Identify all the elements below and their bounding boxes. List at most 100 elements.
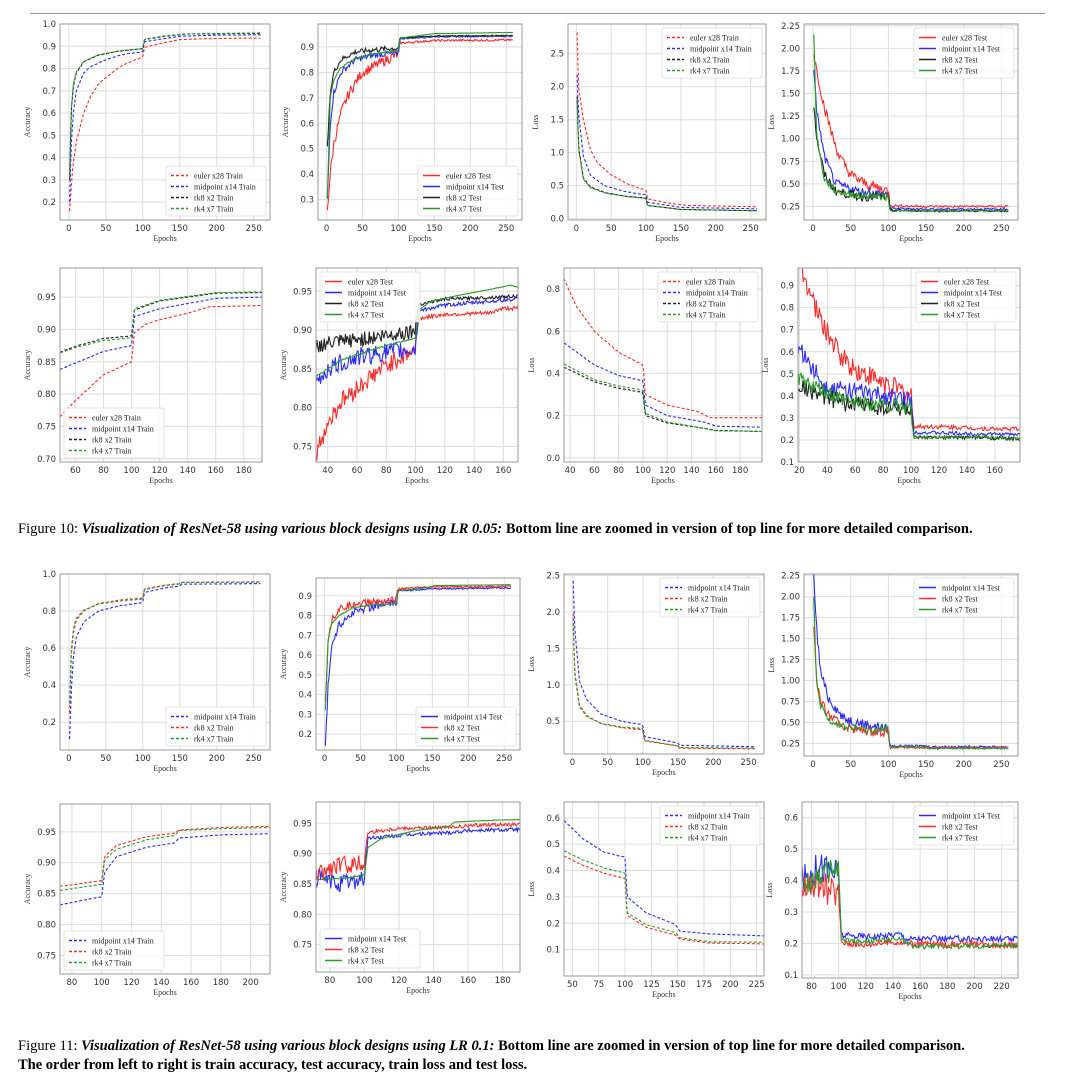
y-axis-label: Accuracy bbox=[279, 350, 288, 381]
legend: euler x28 Test midpoint x14 Test rk8 x2 Te… bbox=[319, 271, 421, 323]
y-tick-label: 0.9 bbox=[298, 592, 312, 602]
y-tick-label: 0.5 bbox=[784, 845, 798, 855]
series-line-midpoint-x14-train bbox=[69, 583, 261, 740]
series-line-euler-x28-train bbox=[69, 37, 261, 212]
x-tick-label: 120 bbox=[391, 976, 407, 986]
legend: euler x28 Train midpoint x14 Train rk8 x2 … bbox=[661, 27, 763, 79]
legend: midpoint x14 Train rk8 x2 Train rk4 x7 Tra… bbox=[63, 930, 165, 971]
legend-entry: rk4 x7 Test bbox=[942, 606, 979, 615]
legend-entry: rk8 x2 Train bbox=[92, 436, 132, 445]
y-tick-label: 0.85 bbox=[37, 358, 56, 368]
x-tick-label: 100 bbox=[123, 466, 139, 476]
plot-frame bbox=[317, 23, 523, 221]
x-axis-label: Epochs bbox=[153, 764, 177, 773]
chart-f11-test-loss: 0 50 100 150 200 250 0.25 0.50 0.75 1.00 1.25 1.50 1… bbox=[764, 568, 1026, 786]
legend-entry: midpoint x14 Test bbox=[446, 183, 505, 192]
legend-entry: rk8 x2 Test bbox=[942, 823, 979, 832]
series-line-rk4-x7-test bbox=[316, 819, 520, 881]
chart-f10-train-acc: 0 50 100 150 200 250 0.2 0.3 0.4 0.5 0.6 0.7 0.8 0.9 1… bbox=[20, 18, 278, 250]
x-tick-label: 250 bbox=[743, 224, 759, 234]
y-tick-label: 0.6 bbox=[300, 119, 314, 129]
y-tick-label: 0.7 bbox=[300, 94, 314, 104]
legend-entry: rk4 x7 Train bbox=[92, 447, 132, 456]
x-tick-label: 150 bbox=[918, 224, 934, 234]
series-line-rk8-x2-train bbox=[564, 366, 762, 433]
legend-entry: rk8 x2 Test bbox=[942, 595, 979, 604]
y-axis-label: Accuracy bbox=[279, 649, 288, 680]
x-tick-label: 250 bbox=[740, 758, 756, 768]
x-tick-label: 120 bbox=[151, 466, 167, 476]
x-tick-label: 150 bbox=[670, 758, 686, 768]
x-tick-label: 20 bbox=[794, 466, 805, 476]
legend-entry: midpoint x14 Train bbox=[92, 425, 154, 434]
x-tick-label: 150 bbox=[172, 224, 188, 234]
plot-frame bbox=[567, 23, 767, 221]
series-line-euler-x28-train bbox=[60, 304, 262, 418]
legend-entry: euler x28 Test bbox=[944, 278, 990, 287]
y-tick-label: 0.75 bbox=[781, 157, 800, 167]
legend: midpoint x14 Test rk8 x2 Test rk4 x7 Test bbox=[415, 706, 517, 747]
y-tick-label: 0.3 bbox=[42, 176, 56, 186]
y-tick-label: 0.90 bbox=[293, 326, 312, 336]
y-tick-label: 2.5 bbox=[546, 571, 560, 581]
series-line-midpoint-x14-train bbox=[564, 342, 762, 428]
y-tick-label: 0.50 bbox=[781, 718, 800, 728]
legend-entry: rk4 x7 Train bbox=[194, 205, 234, 214]
y-tick-label: 0.4 bbox=[784, 877, 798, 887]
series-line-rk4-x7-test bbox=[798, 370, 1020, 442]
x-tick-label: 50 bbox=[355, 754, 366, 764]
chart-f10-test-loss: 0 50 100 150 200 250 0.25 0.50 0.75 1.00 1.25 1.50 1… bbox=[764, 18, 1026, 250]
chart-f11-train-loss-zoom: 50 75 100 125 150 175 200 225 0.1 0.2 0.3 0.4 0.5 0.6… bbox=[524, 796, 772, 1006]
x-tick-label: 250 bbox=[993, 760, 1009, 770]
y-tick-label: 1.75 bbox=[781, 614, 800, 624]
f10-test-loss-svg: 0 50 100 150 200 250 0.25 0.50 0.75 1.00 1.25 1.50 1… bbox=[767, 22, 1019, 243]
x-axis-label: Epochs bbox=[405, 476, 429, 485]
y-tick-label: 0.3 bbox=[300, 196, 314, 206]
chart-f10-train-acc-zoom: 60 80 100 120 140 160 180 0.70 0.75 0.80 0.85 0.90 0… bbox=[20, 262, 270, 492]
series-line-rk4-x7-train bbox=[572, 622, 756, 749]
y-tick-label: 0.4 bbox=[780, 392, 794, 402]
x-tick-label: 80 bbox=[878, 466, 889, 476]
series-line-rk4-x7-test bbox=[813, 596, 1009, 751]
x-tick-label: 180 bbox=[732, 466, 748, 476]
x-tick-label: 80 bbox=[324, 976, 335, 986]
legend: euler x28 Test midpoint x14 Test rk8 x2 Te… bbox=[913, 27, 1015, 79]
figure-10-title: Visualization of ResNet-58 using various… bbox=[81, 521, 503, 537]
y-tick-label: 0.95 bbox=[37, 828, 56, 838]
y-tick-label: 0.85 bbox=[293, 880, 312, 890]
series-line-rk8-x2-test bbox=[316, 821, 520, 880]
y-tick-label: 0.2 bbox=[780, 436, 794, 446]
figure-11-text: Bottom line are zoomed in version of top… bbox=[494, 1038, 965, 1054]
x-tick-label: 160 bbox=[495, 466, 511, 476]
legend-entry: rk8 x2 Train bbox=[194, 194, 234, 203]
y-tick-label: 0.7 bbox=[298, 631, 312, 641]
y-tick-label: 0.80 bbox=[37, 390, 56, 400]
x-tick-label: 40 bbox=[565, 466, 576, 476]
x-tick-label: 100 bbox=[390, 224, 406, 234]
y-tick-label: 0.5 bbox=[546, 840, 560, 850]
legend-entry: rk4 x7 Train bbox=[690, 67, 730, 76]
y-tick-label: 0.3 bbox=[784, 908, 798, 918]
series-line-rk8-x2-train bbox=[576, 96, 758, 212]
series-line-rk4-x7-test bbox=[316, 284, 518, 377]
legend-entry: rk8 x2 Train bbox=[688, 595, 728, 604]
y-tick-label: 0.2 bbox=[298, 730, 312, 740]
legend: euler x28 Train midpoint x14 Train rk8 x2 … bbox=[657, 271, 759, 323]
legend-entry: euler x28 Train bbox=[194, 172, 243, 181]
y-tick-label: 0.5 bbox=[546, 717, 560, 727]
legend-entry: euler x28 Test bbox=[348, 278, 394, 287]
x-axis-label: Epochs bbox=[406, 986, 430, 995]
x-tick-label: 140 bbox=[885, 982, 901, 992]
series-line-midpoint-x14-train bbox=[564, 820, 764, 937]
x-axis-label: Epochs bbox=[899, 234, 923, 243]
x-tick-label: 140 bbox=[683, 466, 699, 476]
f11-test-acc-svg: 0 50 100 150 200 250 0.2 0.3 0.4 0.5 0.6 0.7 0.8 0.9 E… bbox=[279, 577, 521, 773]
x-tick-label: 150 bbox=[670, 980, 686, 990]
x-tick-label: 50 bbox=[602, 758, 613, 768]
x-axis-label: Epochs bbox=[897, 476, 921, 485]
x-tick-label: 140 bbox=[425, 976, 441, 986]
x-tick-label: 140 bbox=[959, 466, 975, 476]
legend: midpoint x14 Test rk8 x2 Test rk4 x7 Test bbox=[913, 577, 1015, 618]
y-tick-label: 0.6 bbox=[784, 814, 798, 824]
y-tick-label: 0.0 bbox=[550, 215, 564, 225]
